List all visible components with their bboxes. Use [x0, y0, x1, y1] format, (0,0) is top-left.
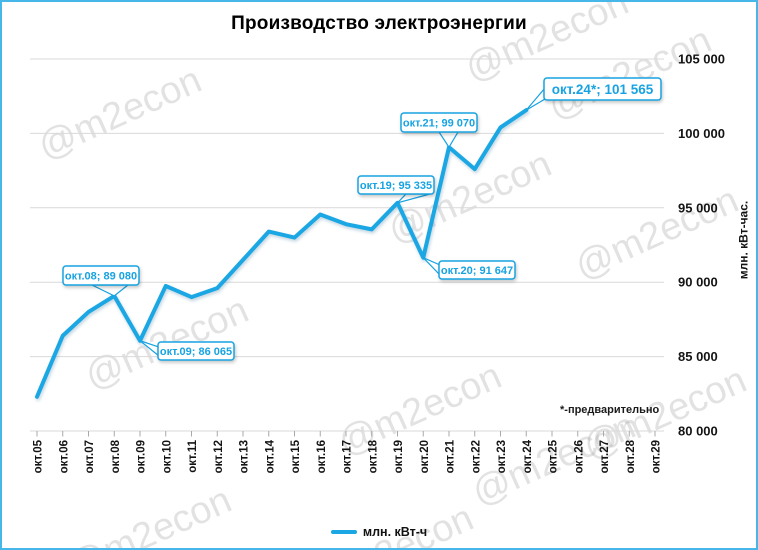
x-axis-label: окт.07	[84, 440, 96, 473]
x-axis-label: окт.12	[213, 440, 225, 473]
x-axis-label: окт.14	[264, 439, 276, 473]
x-axis-label: окт.23	[496, 440, 508, 473]
x-axis-label: окт.18	[367, 439, 379, 473]
callout-label: окт.21; 99 070	[403, 118, 475, 130]
data-label-callout: окт.24*; 101 565	[525, 77, 662, 111]
y-axis-label: 100 000	[678, 126, 725, 141]
legend-label: млн. кВт-ч	[362, 525, 428, 539]
x-axis-label: окт.19	[393, 440, 405, 473]
data-label-callout: окт.08; 89 080	[62, 265, 140, 297]
data-label-callout: окт.20; 91 647	[422, 257, 516, 280]
data-label-callout: окт.19; 95 335	[357, 175, 435, 204]
callout-leader	[395, 193, 431, 204]
callout-box	[357, 175, 435, 195]
y-axis-label: 105 000	[678, 52, 725, 67]
callout-label: окт.08; 89 080	[65, 271, 137, 283]
x-axis-label: окт.28	[625, 439, 637, 473]
callout-leader	[91, 284, 130, 297]
chart-title: Производство электроэнергии	[231, 13, 527, 34]
x-axis-label: окт.10	[161, 440, 173, 473]
x-axis-label: окт.21	[445, 439, 457, 473]
x-axis-label: окт.29	[651, 440, 663, 473]
callout-box	[438, 260, 516, 280]
x-axis-label: окт.27	[599, 440, 611, 473]
x-axis-label: окт.05	[33, 439, 45, 473]
y-axis-label: 85 000	[678, 349, 718, 364]
x-axis-label: окт.24	[522, 439, 534, 473]
callout-label: окт.09; 86 065	[160, 346, 232, 358]
y-axis-label: 95 000	[678, 200, 718, 215]
x-axis-label: окт.17	[342, 440, 354, 473]
y-axis-title: млн. кВт-час.	[736, 200, 751, 280]
x-axis-label: окт.25	[548, 439, 560, 473]
x-axis-label: окт.22	[470, 440, 482, 473]
legend-line-swatch	[330, 530, 357, 534]
callout-box	[400, 112, 478, 133]
data-series-line	[35, 108, 529, 399]
preliminary-footnote: *-предварительно	[560, 404, 660, 416]
y-axis-label: 90 000	[678, 275, 718, 290]
x-axis-label: окт.06	[58, 440, 70, 473]
data-label-callout: окт.09; 86 065	[139, 340, 235, 361]
y-axis-label: 80 000	[678, 424, 718, 439]
data-label-callout: окт.21; 99 070	[400, 112, 478, 149]
x-axis-label: окт.26	[573, 440, 585, 473]
callout-box	[62, 265, 140, 286]
callout-leader	[422, 257, 441, 277]
callout-label: окт.24*; 101 565	[552, 82, 654, 97]
callout-leader	[525, 86, 546, 111]
x-axis-label: окт.15	[290, 439, 302, 473]
x-axis-label: окт.11	[187, 439, 199, 472]
x-axis-label: окт.09	[136, 440, 148, 473]
callout-leader	[139, 340, 160, 358]
callout-label: окт.19; 95 335	[360, 180, 432, 192]
legend: млн. кВт-ч	[2, 525, 756, 539]
callout-box	[543, 77, 662, 101]
callout-label: окт.20; 91 647	[441, 265, 513, 277]
callout-box	[157, 341, 235, 361]
callout-leader	[437, 131, 460, 149]
x-axis-label: окт.13	[239, 440, 251, 473]
x-axis-label: окт.20	[419, 440, 431, 473]
x-axis-label: окт.16	[316, 440, 328, 473]
x-axis-label: окт.08	[110, 439, 122, 473]
